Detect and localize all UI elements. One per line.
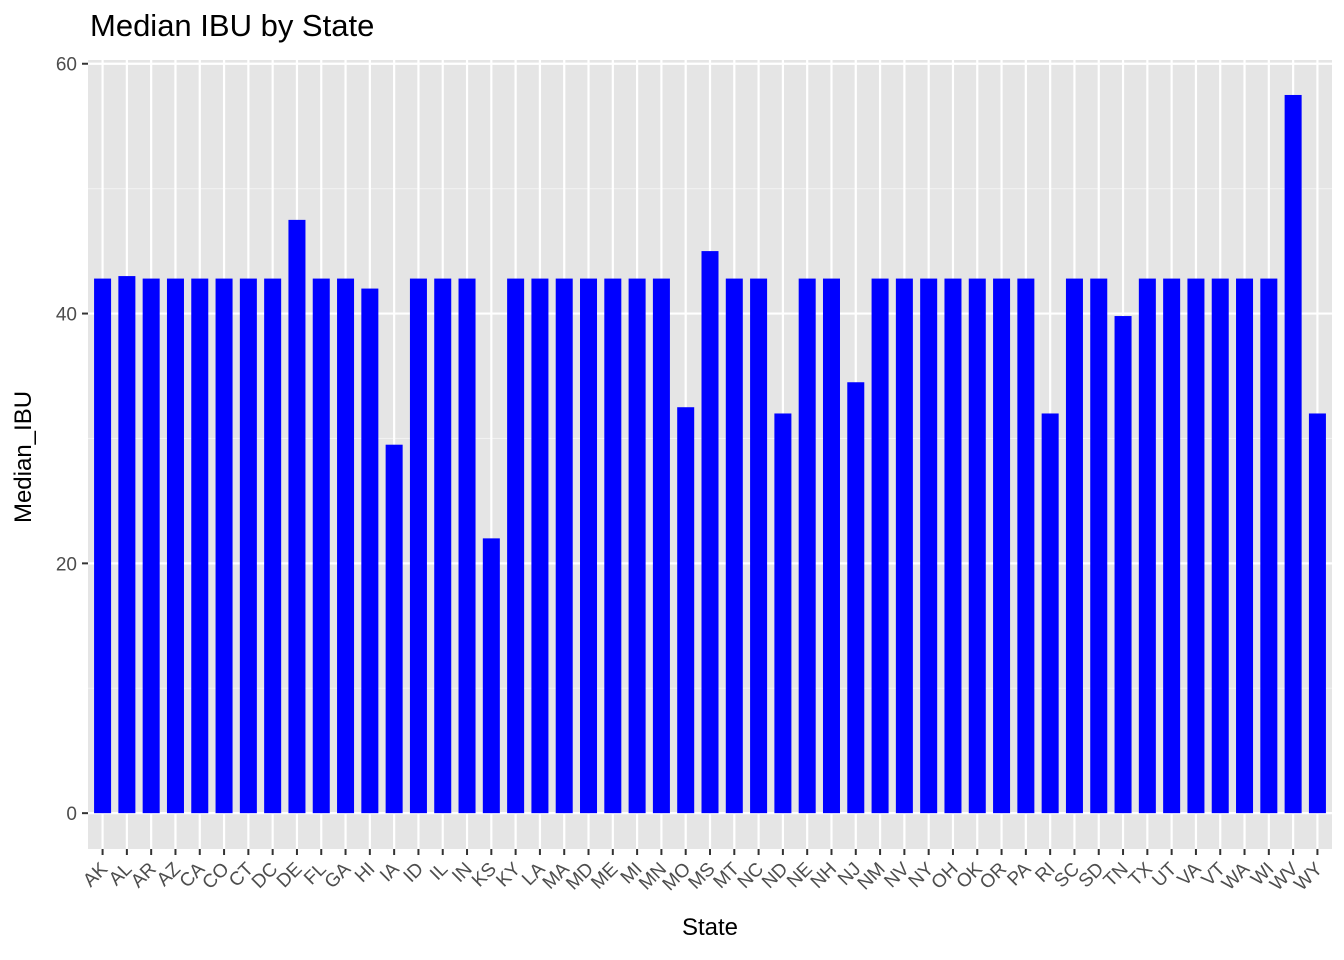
bar-oh: [944, 278, 962, 814]
bar-nj: [847, 382, 865, 814]
bar-ca: [191, 278, 209, 814]
bar-ar: [142, 278, 160, 814]
bar-de: [288, 219, 306, 814]
bar-nh: [822, 278, 840, 814]
bar-sd: [1090, 278, 1108, 814]
bar-ok: [968, 278, 986, 814]
bar-il: [434, 278, 452, 814]
bar-az: [166, 278, 184, 814]
bar-sc: [1065, 278, 1083, 814]
bar-ky: [507, 278, 525, 814]
bar-md: [580, 278, 598, 814]
x-tick-label: HI: [351, 859, 379, 887]
bar-ks: [482, 538, 500, 814]
y-tick-label: 20: [56, 554, 77, 575]
bars: [94, 94, 1326, 814]
bar-ak: [94, 278, 112, 814]
bar-id: [409, 278, 427, 814]
bar-ny: [920, 278, 938, 814]
bar-mn: [652, 278, 670, 814]
y-axis-label: Median_IBU: [10, 390, 37, 524]
bar-in: [458, 278, 476, 814]
y-tick-label: 40: [56, 305, 77, 326]
bar-va: [1187, 278, 1205, 814]
bar-ri: [1041, 413, 1059, 814]
y-tick-label: 0: [66, 804, 77, 825]
x-tick-label: ID: [400, 859, 428, 887]
bar-la: [531, 278, 549, 814]
bar-nc: [750, 278, 768, 814]
bar-ct: [239, 278, 257, 814]
bar-wv: [1284, 94, 1302, 814]
bar-nv: [895, 278, 913, 814]
bar-mt: [725, 278, 743, 814]
bar-wi: [1260, 278, 1278, 814]
bar-ga: [337, 278, 355, 814]
bar-tx: [1138, 278, 1156, 814]
bar-ne: [798, 278, 816, 814]
bar-co: [215, 278, 233, 814]
y-tick-label: 60: [56, 55, 77, 76]
x-axis-label: State: [681, 914, 739, 941]
bar-al: [118, 276, 136, 814]
bar-dc: [264, 278, 282, 814]
bar-mo: [677, 407, 695, 814]
chart-title: Median IBU by State: [90, 8, 375, 43]
bar-vt: [1211, 278, 1229, 814]
x-tick-label: WY: [1290, 858, 1327, 895]
bar-fl: [312, 278, 330, 814]
bar-tn: [1114, 316, 1132, 814]
bar-or: [993, 278, 1011, 814]
bar-nm: [871, 278, 889, 814]
bar-wa: [1236, 278, 1254, 814]
bar-hi: [361, 288, 379, 814]
bar-ma: [555, 278, 573, 814]
bar-mi: [628, 278, 646, 814]
x-tick-label: ME: [587, 859, 622, 894]
bar-ms: [701, 251, 719, 814]
x-tick-label: PA: [1004, 858, 1036, 890]
bar-me: [604, 278, 622, 814]
bar-wy: [1308, 413, 1326, 814]
bar-ut: [1163, 278, 1181, 814]
bar-nd: [774, 413, 792, 814]
bar-ia: [385, 444, 403, 814]
x-tick-label: GA: [321, 858, 355, 892]
bar-pa: [1017, 278, 1035, 814]
